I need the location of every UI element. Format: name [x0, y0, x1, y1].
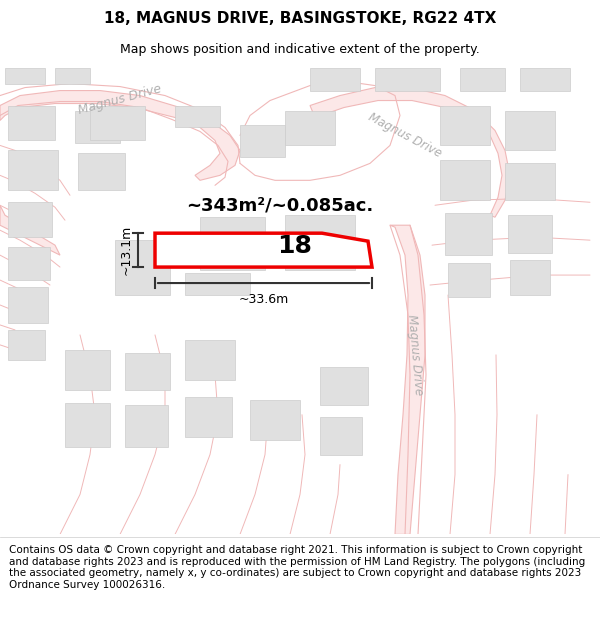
Text: ~343m²/~0.085ac.: ~343m²/~0.085ac.	[187, 196, 374, 214]
Polygon shape	[285, 111, 335, 146]
Polygon shape	[375, 68, 440, 91]
Polygon shape	[155, 233, 372, 267]
Polygon shape	[320, 367, 368, 405]
Polygon shape	[510, 260, 550, 295]
Polygon shape	[8, 330, 45, 360]
Polygon shape	[78, 153, 125, 190]
Text: Contains OS data © Crown copyright and database right 2021. This information is : Contains OS data © Crown copyright and d…	[9, 545, 585, 590]
Polygon shape	[440, 106, 490, 146]
Text: Magnus Drive: Magnus Drive	[366, 111, 444, 160]
Polygon shape	[200, 217, 265, 270]
Polygon shape	[8, 202, 52, 237]
Polygon shape	[175, 106, 220, 127]
Polygon shape	[448, 263, 490, 297]
Polygon shape	[520, 68, 570, 91]
Polygon shape	[90, 106, 145, 141]
Polygon shape	[8, 151, 58, 190]
Polygon shape	[505, 111, 555, 151]
Text: Magnus Drive: Magnus Drive	[77, 82, 163, 117]
Polygon shape	[185, 273, 250, 295]
Polygon shape	[390, 225, 425, 534]
Polygon shape	[55, 68, 90, 84]
Polygon shape	[505, 163, 555, 200]
Polygon shape	[445, 213, 492, 255]
Polygon shape	[5, 68, 45, 84]
Polygon shape	[240, 126, 285, 158]
Polygon shape	[125, 405, 168, 447]
Polygon shape	[440, 161, 490, 200]
Polygon shape	[0, 205, 60, 255]
Polygon shape	[65, 402, 110, 447]
Text: Magnus Drive: Magnus Drive	[405, 314, 425, 396]
Polygon shape	[8, 247, 50, 280]
Polygon shape	[65, 350, 110, 390]
Polygon shape	[8, 287, 48, 323]
Polygon shape	[460, 68, 505, 91]
Text: ~13.1m: ~13.1m	[120, 225, 133, 275]
Polygon shape	[125, 353, 170, 390]
Polygon shape	[310, 68, 360, 91]
Polygon shape	[250, 400, 300, 439]
Polygon shape	[185, 397, 232, 437]
Polygon shape	[508, 215, 552, 253]
Polygon shape	[185, 340, 235, 380]
Text: Map shows position and indicative extent of the property.: Map shows position and indicative extent…	[120, 42, 480, 56]
Polygon shape	[285, 215, 355, 270]
Polygon shape	[320, 417, 362, 454]
Polygon shape	[115, 240, 170, 295]
Text: 18, MAGNUS DRIVE, BASINGSTOKE, RG22 4TX: 18, MAGNUS DRIVE, BASINGSTOKE, RG22 4TX	[104, 11, 496, 26]
Text: 18: 18	[277, 234, 312, 258]
Polygon shape	[8, 106, 55, 141]
Text: ~33.6m: ~33.6m	[238, 293, 289, 306]
Polygon shape	[75, 111, 120, 143]
Polygon shape	[0, 91, 240, 181]
Polygon shape	[310, 88, 510, 218]
